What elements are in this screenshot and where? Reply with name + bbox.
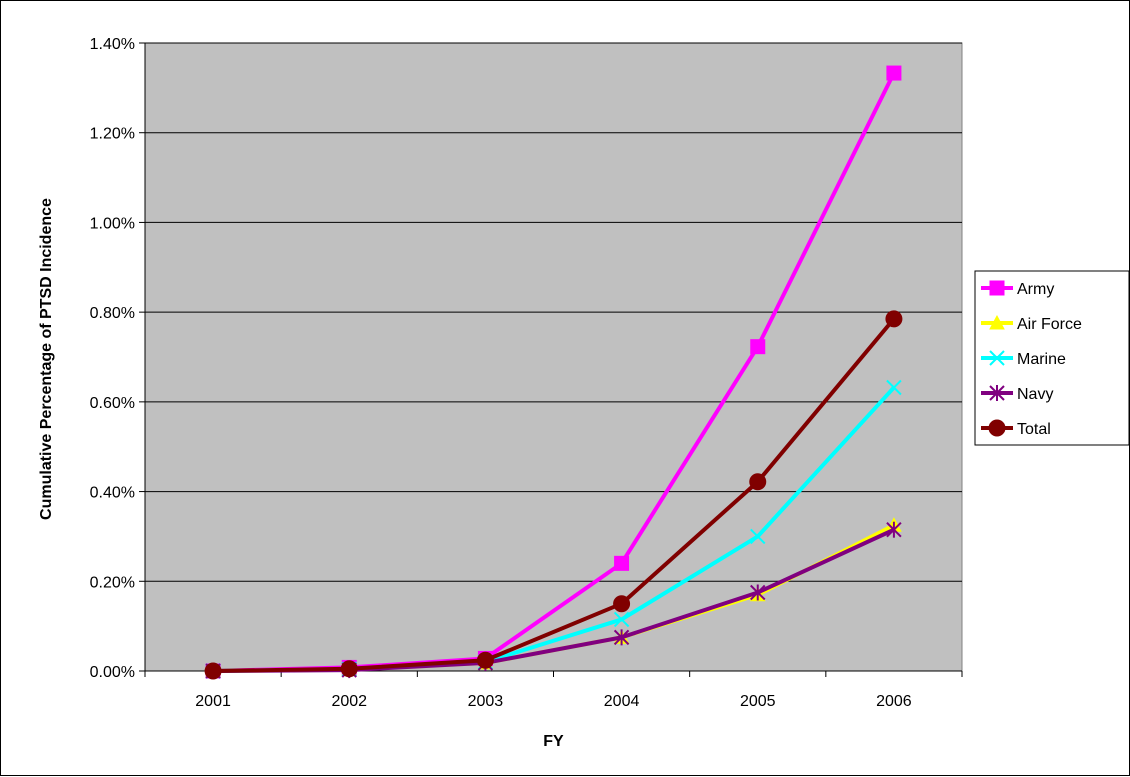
x-tick-label: 2005 <box>740 693 776 710</box>
legend-marker <box>989 314 1005 330</box>
data-point-navy <box>613 629 630 646</box>
y-tick-label: 1.00% <box>90 215 135 232</box>
y-tick-label: 1.20% <box>90 126 135 143</box>
data-point-marine-stroke <box>886 379 902 396</box>
data-point-marine <box>886 379 902 396</box>
data-point-navy <box>750 584 766 601</box>
x-tick-label: 2001 <box>195 693 231 710</box>
y-tick-label: 0.80% <box>90 305 135 322</box>
x-tick-label: 2002 <box>331 693 367 710</box>
legend-label: Army <box>1017 281 1054 298</box>
legend-item-army: Army <box>981 280 1054 298</box>
axes: 0.00% 0.20% 0.40% 0.60% 0.80% 1.00% 1.20% 1.40%… <box>90 36 963 710</box>
data-point-total <box>613 595 631 613</box>
x-tick-label: 2003 <box>468 693 504 710</box>
y-tick-label: 1.40% <box>90 36 135 53</box>
series-line-total <box>213 317 896 673</box>
legend-item-marine: Marine <box>981 350 1066 368</box>
data-point-total <box>749 473 767 491</box>
legend-label: Total <box>1017 421 1051 438</box>
x-axis-title: FY <box>543 733 564 750</box>
y-tick-label: 0.40% <box>90 485 135 502</box>
legend-label: Marine <box>1017 351 1066 368</box>
data-point-army <box>886 65 902 81</box>
plot-area <box>144 42 963 672</box>
legend-item-air-force: Air Force <box>981 314 1082 333</box>
legend-marker <box>989 350 1005 366</box>
data-point-marine-stroke <box>613 611 630 628</box>
legend-label: Air Force <box>1017 316 1082 333</box>
data-point-navy <box>886 521 902 538</box>
y-tick-label: 0.20% <box>90 574 135 591</box>
data-point-total <box>885 310 903 328</box>
legend-item-navy: Navy <box>981 385 1053 403</box>
data-point-total <box>476 651 494 669</box>
gridlines <box>145 42 962 582</box>
legend-marker <box>989 385 1005 401</box>
series-layer <box>204 65 903 680</box>
data-point-army <box>614 555 630 571</box>
legend: Army Air Force Marine Navy Total <box>974 270 1130 446</box>
x-tick-label: 2006 <box>876 693 912 710</box>
data-point-total <box>204 662 222 680</box>
data-point-marine <box>750 528 766 545</box>
series-total <box>204 310 903 680</box>
x-tick-label: 2004 <box>604 693 640 710</box>
legend-item-total: Total <box>981 419 1051 438</box>
data-point-army <box>750 339 766 355</box>
legend-marker-stroke <box>989 350 1005 366</box>
legend-marker <box>988 419 1006 437</box>
data-point-total <box>340 660 358 678</box>
y-tick-label: 0.00% <box>90 664 135 681</box>
y-axis-title: Cumulative Percentage of PTSD Incidence <box>38 198 55 520</box>
y-tick-label: 0.60% <box>90 395 135 412</box>
legend-marker <box>989 280 1005 296</box>
data-point-marine-stroke <box>750 528 766 545</box>
data-point-marine <box>613 611 630 628</box>
legend-label: Navy <box>1017 386 1053 403</box>
